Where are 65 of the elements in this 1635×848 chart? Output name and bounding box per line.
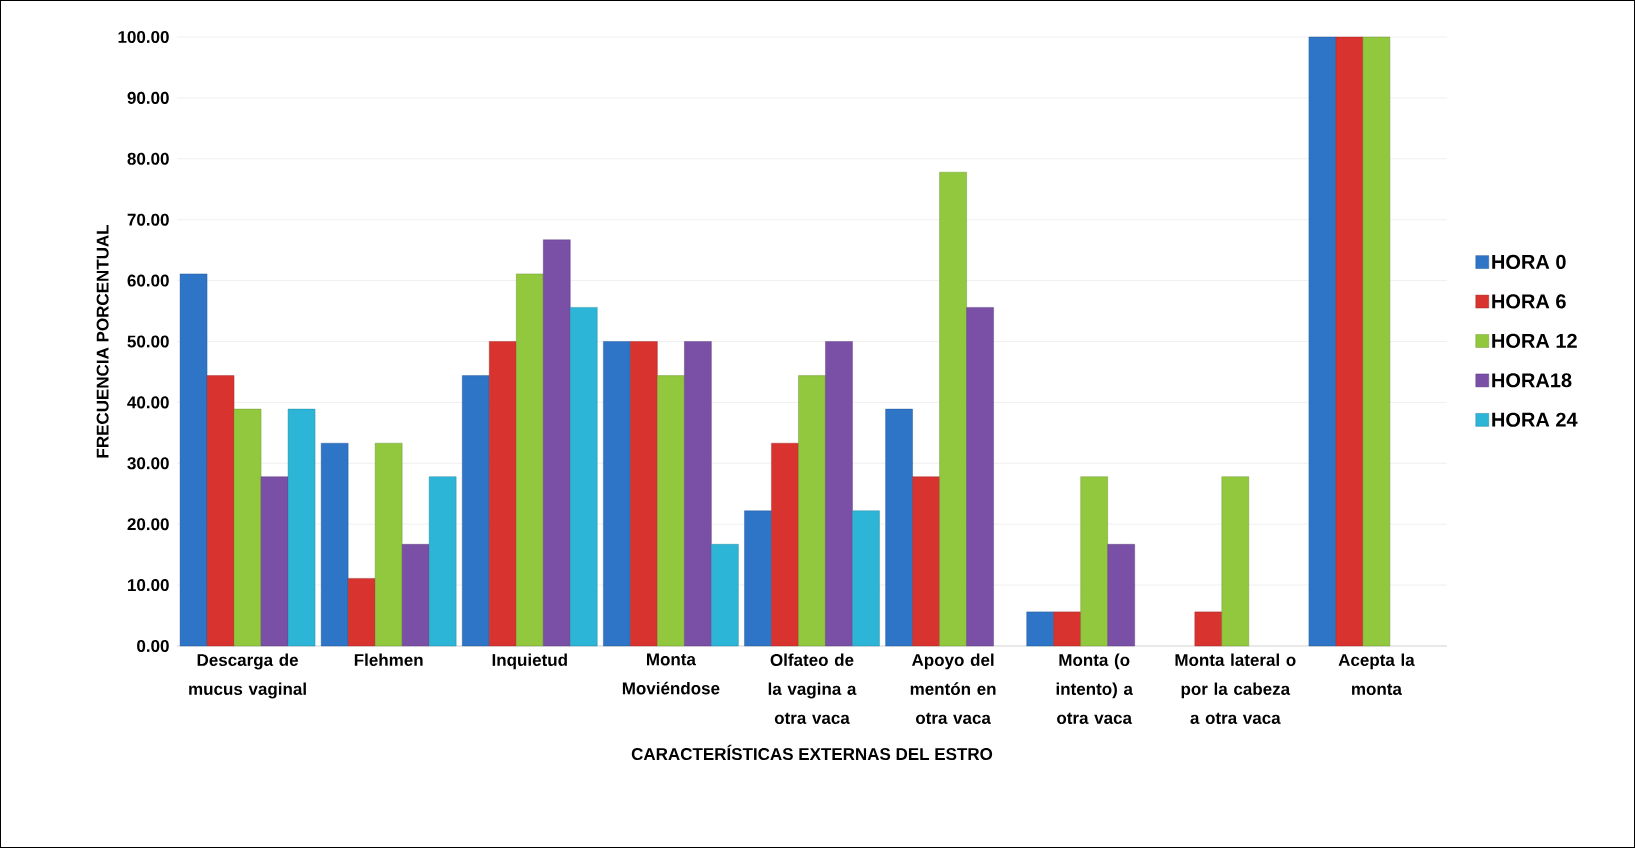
bar: [179, 273, 208, 647]
bar: [320, 443, 349, 647]
legend-label: HORA 0: [1492, 254, 1566, 270]
bar: [206, 375, 235, 647]
bar: [1335, 36, 1364, 647]
bar: [347, 578, 376, 647]
x-tick-label: Flehmen: [354, 653, 423, 667]
bar: [939, 171, 967, 647]
y-tick-label: 10.00: [128, 579, 169, 592]
bar: [630, 341, 658, 647]
x-tick-label: Monta lateral o por la cabeza a otra vaca: [1175, 653, 1296, 725]
bar: [852, 510, 880, 647]
x-axis-title: CARACTERÍSTICAS EXTERNAS DEL ESTRO: [631, 744, 993, 761]
y-tick-label: 100.00: [118, 30, 169, 44]
y-tick-label: 40.00: [127, 396, 169, 409]
x-tick-label: Apoyo del mentón en otra vaca: [910, 653, 996, 725]
y-tick-label: 60.00: [127, 274, 169, 287]
bar: [1080, 476, 1108, 647]
bar: [1053, 611, 1081, 647]
bar: [1107, 544, 1135, 647]
bar: [603, 341, 631, 647]
bar: [260, 476, 289, 647]
y-tick-label: 50.00: [127, 335, 169, 348]
legend-label: HORA18: [1492, 373, 1572, 388]
x-tick-label: Acepta la monta: [1338, 653, 1415, 696]
bar: [912, 476, 940, 647]
bar: [1221, 476, 1249, 647]
bar: [798, 375, 826, 647]
bar: [543, 239, 571, 647]
x-tick-label: Monta Moviéndose: [622, 653, 720, 695]
legend-label: HORA 6: [1492, 294, 1566, 309]
bar: [711, 544, 739, 647]
bar: [966, 307, 994, 647]
x-tick-label: Descarga de mucus vaginal: [189, 653, 306, 699]
bar: [885, 408, 913, 647]
bar: [287, 408, 316, 647]
bar: [570, 307, 598, 647]
bar: [374, 443, 403, 647]
bar: [462, 375, 490, 647]
bar: [657, 375, 685, 647]
bar: [1362, 36, 1391, 647]
bar: [825, 341, 853, 647]
legend-label: HORA 24: [1492, 412, 1578, 427]
bar: [1194, 611, 1222, 647]
y-tick-label: 90.00: [127, 91, 169, 104]
bar: [428, 476, 457, 647]
y-tick-label: 70.00: [127, 213, 169, 226]
bar: [771, 443, 799, 647]
bar: [489, 341, 517, 647]
y-axis-title: FRECUENCIA PORCENTUAL: [96, 224, 109, 458]
bar: [684, 341, 712, 647]
bar: [1308, 36, 1337, 647]
bar: [744, 510, 772, 647]
bar: [233, 408, 262, 647]
x-tick-label: Inquietud: [492, 653, 567, 670]
x-tick-label: Olfateo de la vagina a otra vaca: [768, 653, 857, 725]
bar: [401, 544, 430, 647]
y-tick-label: 80.00: [127, 152, 169, 165]
bar: [1026, 611, 1054, 647]
y-tick-label: 30.00: [127, 457, 169, 470]
y-tick-label: 0.00: [137, 639, 169, 653]
bar: [516, 273, 544, 647]
x-tick-label: Monta (o intento) a otra vaca: [1056, 653, 1134, 725]
legend-label: HORA 12: [1492, 333, 1577, 348]
y-tick-label: 20.00: [127, 518, 169, 531]
